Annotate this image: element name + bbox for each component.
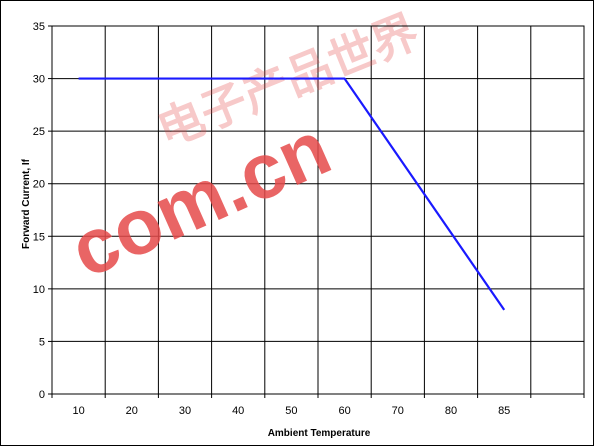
x-tick-label: 85 [498, 405, 510, 417]
x-axis-title: Ambient Temperature [268, 428, 371, 439]
x-tick-label: 10 [72, 405, 84, 417]
y-axis-title: Forward Current, If [21, 158, 32, 249]
y-tick-label: 30 [33, 74, 45, 86]
y-tick-label: 15 [33, 231, 45, 243]
x-tick-label: 70 [392, 405, 404, 417]
y-tick-label: 25 [33, 126, 45, 138]
y-tick-label: 10 [33, 284, 45, 296]
y-tick-label: 5 [39, 336, 45, 348]
y-axis: 0 5 10 15 20 25 30 35 [33, 21, 52, 401]
x-tick-label: 80 [445, 405, 457, 417]
series-layer [78, 77, 506, 311]
x-tick-label: 20 [126, 405, 138, 417]
x-tick-label: 40 [232, 405, 244, 417]
x-axis: 10 20 30 40 50 60 70 80 85 [51, 394, 585, 417]
y-tick-label: 20 [33, 179, 45, 191]
gridlines [52, 26, 584, 394]
x-tick-label: 60 [338, 405, 350, 417]
y-tick-label: 0 [39, 389, 45, 401]
y-tick-label: 35 [33, 21, 45, 33]
x-tick-label: 50 [285, 405, 297, 417]
x-tick-label: 30 [179, 405, 191, 417]
